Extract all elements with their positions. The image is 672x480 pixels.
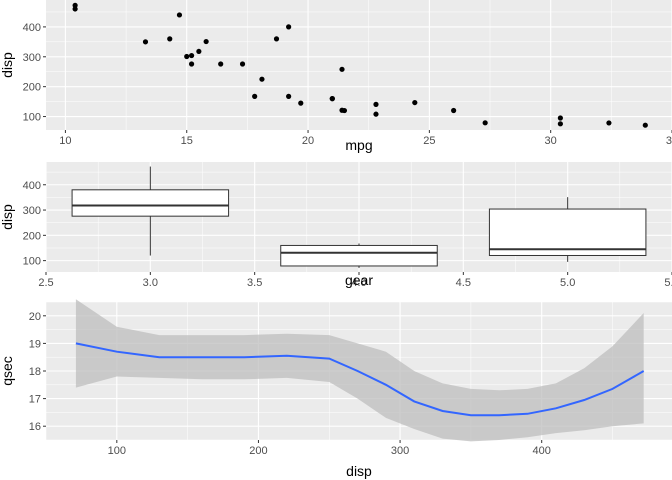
y-axis-title: disp [0,204,15,230]
x-tick-label: 4.5 [456,277,471,289]
data-point [188,61,195,67]
data-point [339,66,345,72]
x-tick-label: 3.5 [247,277,262,289]
data-point [72,6,78,12]
x-tick-label: 2.5 [38,277,53,289]
y-tick-label: 300 [23,205,41,217]
smooth-panel: 100 200 300 400 16 17 18 19 20 disp qsec [0,299,672,479]
x-tick-label: 100 [108,445,126,457]
x-tick-label: 200 [249,445,267,457]
y-axis-title: disp [0,52,15,78]
y-tick-label: 400 [23,180,41,192]
data-point [451,107,457,114]
y-tick-label: 200 [23,82,41,94]
confidence-ribbon [75,299,644,442]
y-tick-label: 200 [23,230,41,242]
data-point [339,107,345,113]
x-tick-label: 30 [545,135,557,147]
y-tick-label: 100 [23,256,41,268]
data-point [273,36,280,42]
boxplot-panel: 2.5 3.0 3.5 4.0 4.5 5.0 5.5 100 200 300 400 gear d… [0,162,672,289]
data-point [203,38,209,45]
panel-background [46,0,672,130]
data-point [412,99,418,106]
x-tick-label: 400 [533,445,551,457]
box-body [71,189,230,217]
y-tick-label: 300 [23,52,41,64]
smooth-line [75,342,645,417]
data-point [176,12,183,18]
y-tick-label: 17 [29,394,41,406]
data-point [557,115,563,121]
data-point [286,24,292,30]
x-tick-label: 20 [302,135,314,147]
y-tick-label: 100 [23,112,41,124]
x-tick-label: 15 [181,135,193,147]
box [71,166,230,256]
box [488,197,647,262]
data-point [642,122,648,128]
data-point [167,36,173,42]
data-point [72,2,78,8]
box-body [488,208,647,256]
y-tick-label: 400 [23,22,41,34]
data-point [259,76,265,82]
y-tick-label: 18 [29,366,41,378]
x-axis-title: mpg [345,137,372,153]
data-point [298,100,304,106]
x-tick-label: 4.0 [351,277,366,289]
x-tick-label: 10 [59,135,71,147]
data-point [252,93,258,99]
scatter-panel: 10 15 20 25 30 35 100 200 300 400 mpg disp [0,0,672,153]
data-point [188,52,195,59]
data-point [329,96,335,102]
y-tick-label: 16 [29,421,41,433]
y-tick-label: 19 [29,338,41,350]
x-tick-label: 5.5 [664,277,672,289]
x-tick-label: 5.0 [560,277,575,289]
box-body [280,244,438,267]
x-tick-label: 3.0 [143,277,158,289]
x-tick-label: 35 [666,135,672,147]
data-point [606,120,612,126]
x-tick-label: 300 [391,445,409,457]
x-axis-title: disp [346,463,372,479]
x-axis-title: gear [345,272,373,288]
data-point [482,120,488,126]
data-point [557,121,563,127]
y-tick-label: 20 [29,311,41,323]
data-point [142,39,149,45]
y-axis-title: qsec [0,356,15,386]
data-point [373,101,379,107]
data-point [239,61,246,67]
data-point [196,48,202,55]
data-point [218,61,224,67]
x-tick-label: 25 [423,135,435,147]
box [280,243,438,268]
data-point [286,93,292,99]
data-point [373,111,379,117]
data-point [184,53,190,60]
